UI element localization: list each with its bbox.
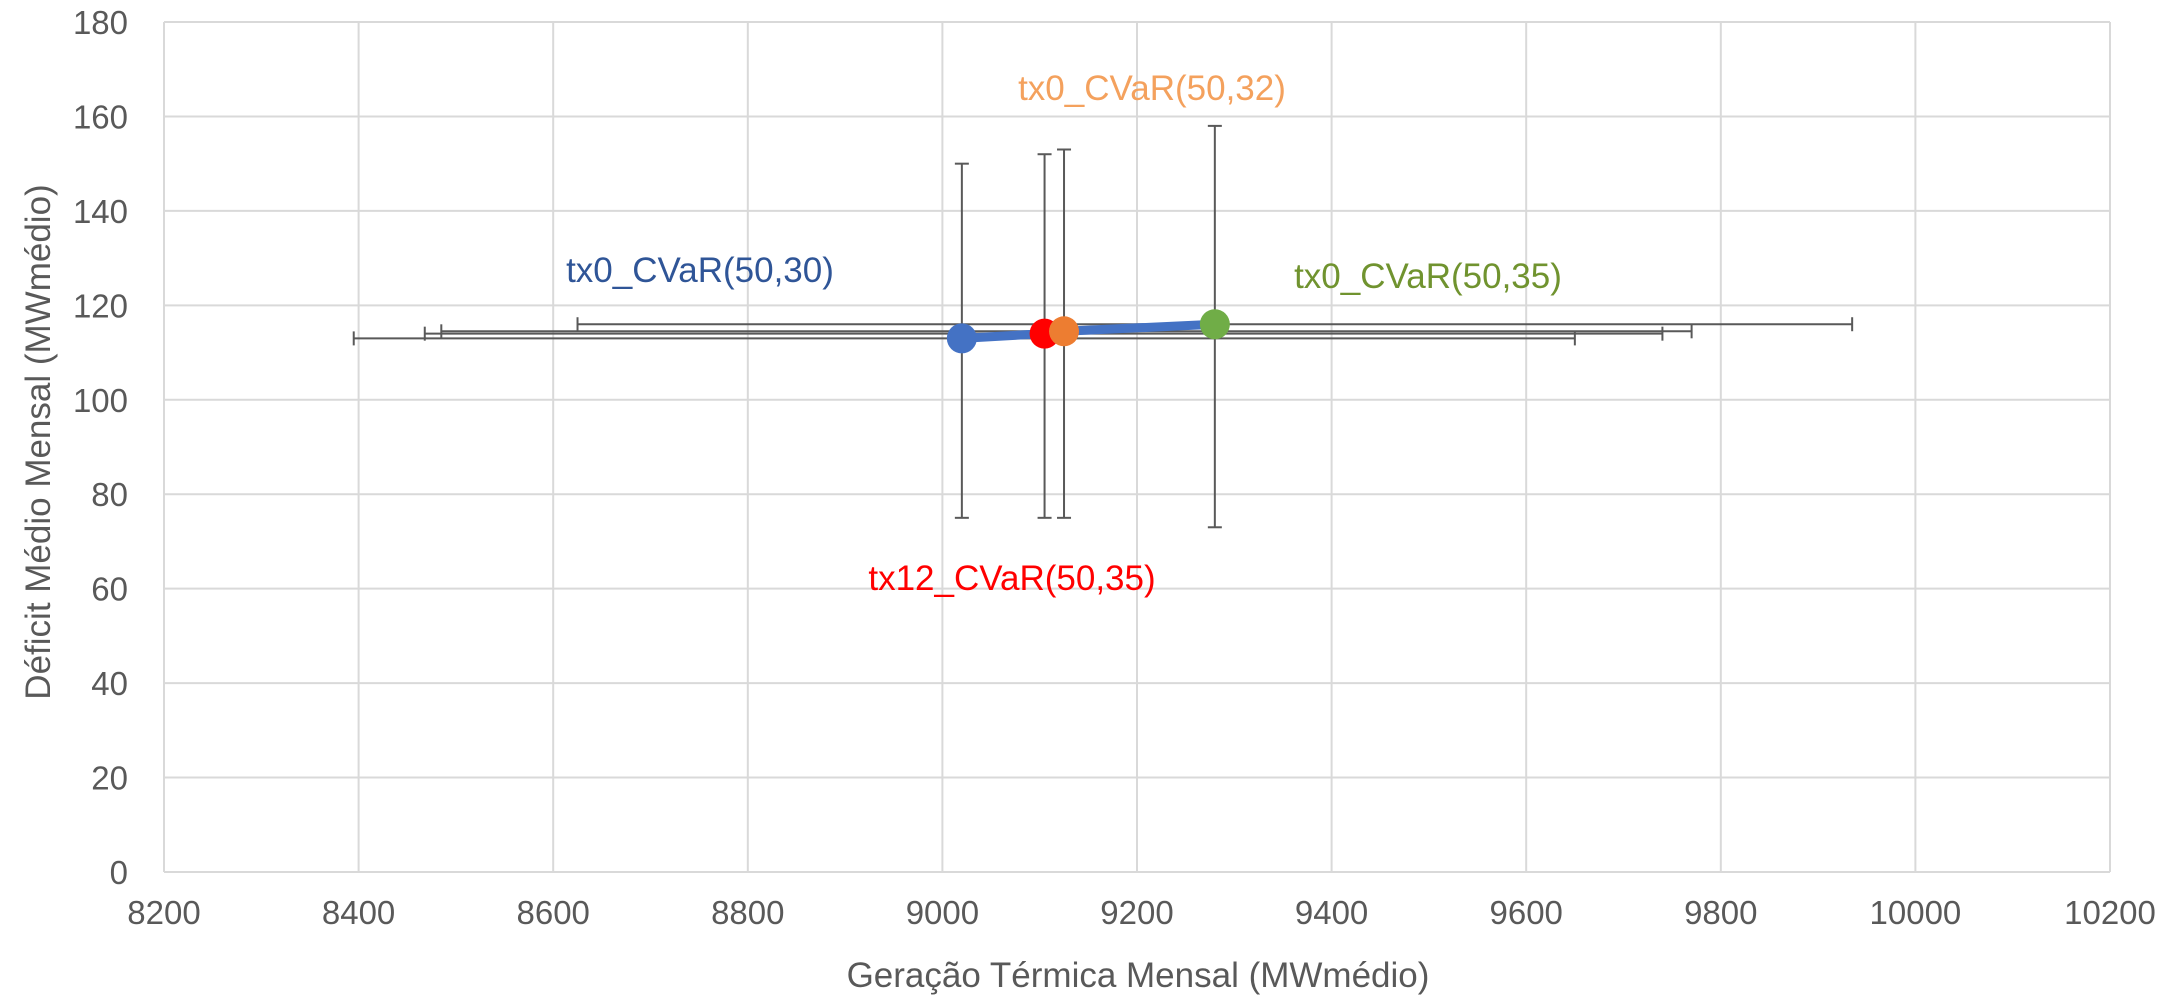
point-label: tx0_CVaR(50,32) (1018, 69, 1286, 108)
x-tick-label: 9800 (1684, 894, 1757, 931)
data-points (946, 309, 1230, 354)
x-tick-label: 9400 (1295, 894, 1368, 931)
y-tick-label: 180 (73, 4, 128, 41)
x-tick-label: 9000 (906, 894, 979, 931)
x-tick-label: 10200 (2064, 894, 2156, 931)
point-labels: tx0_CVaR(50,30) tx12_CVaR(50,35) tx0_CVaR(… (566, 69, 1562, 598)
point-label: tx0_CVaR(50,30) (566, 251, 834, 290)
y-tick-label: 160 (73, 98, 128, 135)
x-tick-label: 8200 (127, 894, 200, 931)
x-tick-label: 8800 (711, 894, 784, 931)
point-label: tx0_CVaR(50,35) (1294, 257, 1562, 296)
x-tick-label: 10000 (1870, 894, 1962, 931)
data-point (1049, 316, 1080, 347)
y-tick-label: 20 (91, 760, 128, 797)
point-label: tx12_CVaR(50,35) (868, 559, 1155, 598)
x-tick-label: 8400 (322, 894, 395, 931)
y-tick-label: 120 (73, 287, 128, 324)
y-tick-label: 0 (110, 854, 128, 891)
x-tick-label: 9200 (1100, 894, 1173, 931)
x-tick-label: 9600 (1489, 894, 1562, 931)
y-tick-label: 40 (91, 665, 128, 702)
y-tick-label: 100 (73, 382, 128, 419)
y-tick-label: 60 (91, 571, 128, 608)
y-tick-label: 140 (73, 193, 128, 230)
data-point (1199, 309, 1230, 340)
x-axis-title: Geração Térmica Mensal (MWmédio) (847, 956, 1430, 995)
y-tick-label: 80 (91, 476, 128, 513)
grid-layer (163, 21, 2111, 873)
y-axis-title: Déficit Médio Mensal (MWmédio) (19, 184, 58, 699)
data-point (946, 323, 977, 354)
axis-layer: 8200 8400 8600 8800 9000 9200 9400 9600 9800 1000… (73, 4, 2156, 931)
x-tick-label: 8600 (516, 894, 589, 931)
